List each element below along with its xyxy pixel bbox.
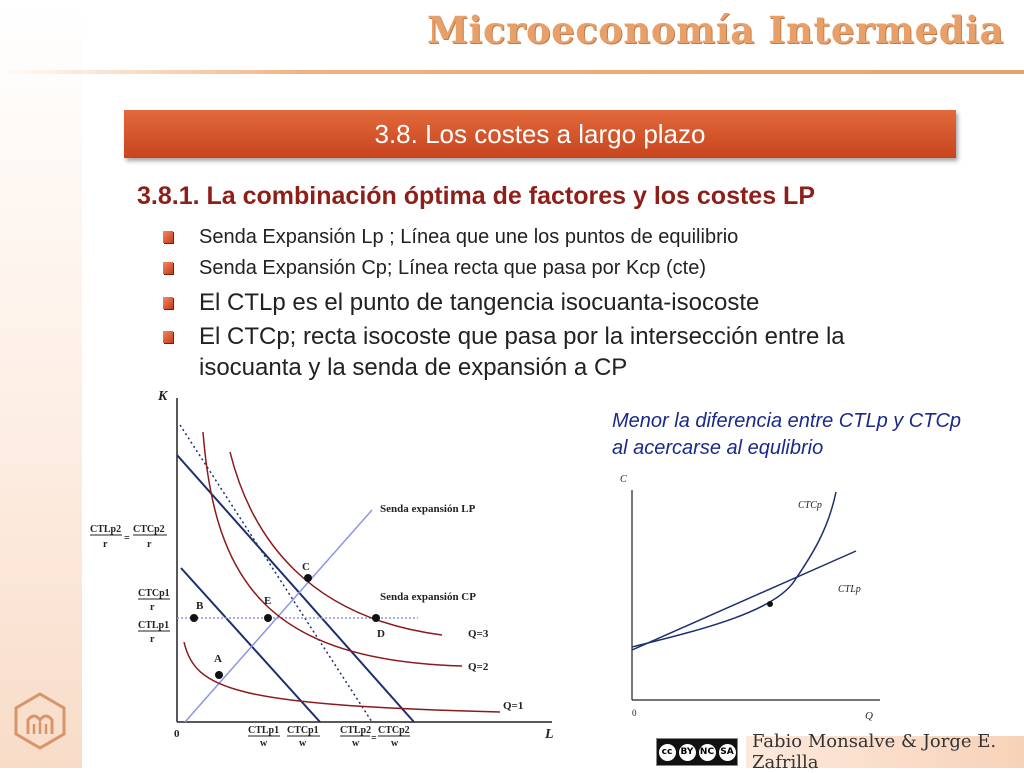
section-subtitle: 3.8.1. La combinación óptima de factores… [137, 182, 815, 210]
left-decorative-bar [0, 0, 82, 768]
x-tick-num: CTCp1 [287, 725, 319, 736]
point-e-marker [264, 614, 272, 622]
cost-origin-label: 0 [632, 708, 637, 718]
cost-curves-diagram: C Q 0 CTCp CTLp [620, 474, 880, 722]
bullet-item: Senda Expansión Lp ; Línea que une los p… [163, 225, 923, 250]
x-tick-lp2-cp2: CTLp2 w = CTCp2 w [340, 725, 410, 749]
expansion-lp-label: Senda expansión LP [380, 503, 476, 515]
point-a-label: A [214, 653, 222, 665]
isoquant-q1-curve [183, 641, 501, 713]
point-e-label: E [264, 595, 271, 607]
x-tick-den: w [299, 738, 307, 749]
comparison-note: Menor la diferencia entre CTLp y CTCp al… [612, 410, 962, 459]
y-tick-num: CTLp1 [138, 620, 169, 631]
y-tick-den: r [150, 634, 155, 645]
title-divider [0, 70, 1024, 74]
point-a-marker [215, 671, 223, 679]
ctlp-label: CTLp [838, 584, 861, 595]
isoquant-map-diagram: K L 0 A B C D E Senda expansión LP Senda… [90, 389, 554, 749]
bullet-square-icon [163, 231, 173, 243]
x-tick-num2: CTCp2 [378, 725, 410, 736]
y-tick-den1: r [103, 539, 108, 550]
expansion-cp-label: Senda expansión CP [380, 591, 476, 603]
c-axis-label: C [620, 474, 627, 485]
bullet-square-icon [163, 331, 173, 344]
by-icon: BY [678, 743, 696, 761]
k-axis-label: K [157, 389, 169, 404]
point-c-marker [304, 574, 312, 582]
isoquant-q1-label: Q=1 [503, 700, 523, 712]
x-tick-den: w [260, 738, 268, 749]
origin-label: 0 [174, 728, 180, 740]
bullet-text: Senda Expansión Cp; Línea recta que pasa… [199, 257, 706, 280]
authors-footer: Fabio Monsalve & Jorge E. Zafrilla [746, 731, 1024, 773]
x-tick-den2: w [391, 738, 399, 749]
bullet-list: Senda Expansión Lp ; Línea que une los p… [163, 225, 923, 387]
bullet-square-icon [163, 296, 173, 309]
university-logo-icon [14, 692, 66, 750]
course-title: Microeconomía Intermedia [426, 8, 1004, 52]
x-tick-equals: = [371, 733, 377, 744]
bullet-item: El CTCp; recta isocoste que pasa por la … [163, 322, 923, 383]
isoquant-q3-curve [229, 451, 443, 636]
point-c-label: C [302, 561, 310, 573]
bullet-text: El CTCp; recta isocoste que pasa por la … [199, 323, 845, 381]
bullet-text: El CTLp es el punto de tangencia isocuan… [199, 288, 760, 316]
x-tick-ctlp1: CTLp1 w [248, 725, 280, 749]
ctcp-label: CTCp [798, 500, 822, 511]
isoquant-q3-label: Q=3 [468, 628, 489, 640]
x-tick-num1: CTLp2 [340, 725, 371, 736]
bullet-square-icon [163, 262, 173, 275]
y-tick-ctlp1: CTLp1 r [138, 620, 170, 645]
point-b-label: B [196, 600, 204, 612]
bullet-item: Senda Expansión Cp; Línea recta que pasa… [163, 256, 923, 281]
y-tick-num1: CTLp2 [90, 524, 121, 535]
point-b-marker [190, 614, 198, 622]
cc-license-badge[interactable]: cc BY NC SA [656, 738, 738, 766]
x-tick-ctcp1: CTCp1 w [287, 725, 320, 749]
isocost-ctcp1-line [179, 424, 373, 723]
cc-icon: cc [658, 743, 676, 761]
x-tick-num: CTLp1 [248, 725, 279, 736]
isocost-ctlp1-line [180, 567, 321, 723]
point-d-label: D [377, 628, 385, 640]
isoquant-q2-label: Q=2 [468, 661, 489, 673]
l-axis-label: L [544, 727, 554, 742]
q-axis-label: Q [865, 710, 873, 722]
y-tick-ctcp1: CTCp1 r [138, 588, 170, 613]
y-tick-den2: r [147, 539, 152, 550]
ctcp-curve [631, 491, 837, 648]
banner-title: 3.8. Los costes a largo plazo [374, 118, 706, 149]
y-tick-den: r [150, 602, 155, 613]
isoquant-q2-curve [202, 431, 463, 667]
sa-icon: SA [718, 743, 736, 761]
tangency-point-marker [767, 601, 773, 607]
section-banner: 3.8. Los costes a largo plazo [124, 110, 956, 158]
isocost-lp2-cp2-line [176, 454, 415, 723]
ctlp-curve [631, 550, 857, 651]
y-tick-equals: = [124, 533, 130, 544]
point-d-marker [372, 614, 380, 622]
nc-icon: NC [698, 743, 716, 761]
y-tick-num: CTCp1 [138, 588, 170, 599]
bullet-text: Senda Expansión Lp ; Línea que une los p… [199, 226, 739, 248]
y-tick-lp2-cp2: CTLp2 r = CTCp2 r [90, 524, 167, 550]
x-tick-den1: w [352, 738, 360, 749]
bullet-item: El CTLp es el punto de tangencia isocuan… [163, 288, 923, 318]
y-tick-num2: CTCp2 [133, 524, 165, 535]
